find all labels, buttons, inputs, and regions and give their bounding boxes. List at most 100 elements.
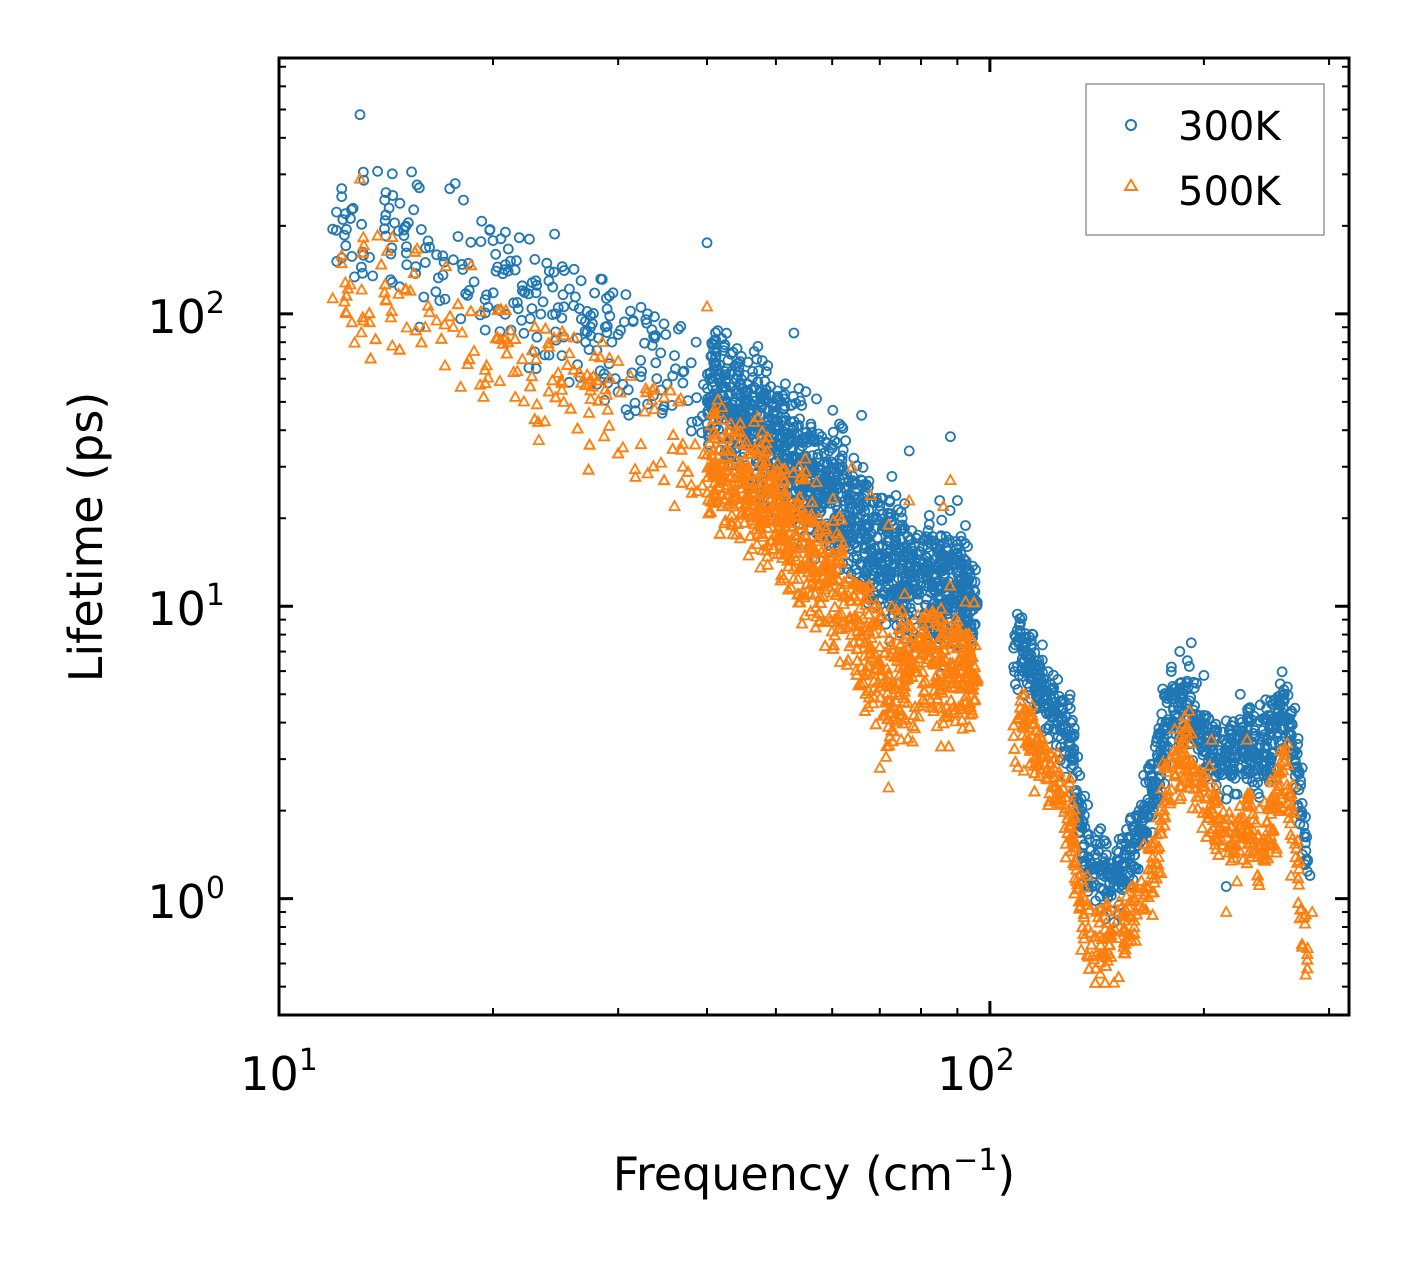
point-500k <box>1118 946 1132 959</box>
point-300k <box>1210 719 1222 730</box>
point-300k <box>892 572 904 584</box>
point-500k <box>1141 881 1155 894</box>
point-300k <box>386 276 398 288</box>
point-300k <box>941 561 953 573</box>
point-500k <box>1110 904 1124 917</box>
point-300k <box>513 232 525 244</box>
point-500k <box>1088 976 1102 988</box>
point-500k <box>891 676 905 688</box>
point-500k <box>928 676 942 689</box>
point-500k <box>890 714 904 727</box>
point-300k <box>1221 715 1232 727</box>
point-300k <box>649 332 660 344</box>
point-300k <box>898 601 909 612</box>
point-500k <box>1103 923 1117 936</box>
point-300k <box>772 440 784 452</box>
point-500k <box>1208 788 1222 800</box>
point-300k <box>479 307 491 319</box>
point-500k <box>1163 750 1177 763</box>
point-500k <box>892 628 907 641</box>
point-300k <box>1254 699 1266 711</box>
point-300k <box>921 593 932 605</box>
point-300k <box>1146 776 1158 787</box>
point-500k <box>886 712 900 725</box>
point-300k <box>1220 736 1232 748</box>
point-300k <box>889 583 900 595</box>
point-500k <box>958 650 972 663</box>
point-500k <box>654 455 668 468</box>
point-500k <box>1255 848 1270 861</box>
point-300k <box>863 556 874 568</box>
point-500k <box>822 610 836 623</box>
point-300k <box>1201 747 1212 759</box>
point-500k <box>473 377 487 390</box>
point-300k <box>843 476 854 488</box>
point-300k <box>895 506 907 518</box>
point-500k <box>335 256 349 269</box>
point-500k <box>892 622 906 635</box>
point-300k <box>885 545 896 557</box>
point-500k <box>786 466 800 478</box>
point-300k <box>1082 799 1093 811</box>
point-300k <box>741 419 753 431</box>
point-500k <box>905 734 920 747</box>
point-300k <box>1275 722 1286 734</box>
point-300k <box>1018 646 1030 658</box>
point-300k <box>1158 732 1170 744</box>
point-300k <box>606 336 618 348</box>
point-500k <box>555 324 569 337</box>
point-300k <box>635 371 647 383</box>
point-500k <box>1243 800 1257 812</box>
point-300k <box>1053 711 1065 722</box>
point-300k <box>779 388 791 400</box>
point-500k <box>893 703 907 716</box>
point-500k <box>959 689 973 701</box>
point-500k <box>339 288 353 301</box>
point-300k <box>677 366 689 378</box>
point-500k <box>545 373 559 386</box>
point-300k <box>537 296 549 308</box>
point-300k <box>1123 834 1135 845</box>
point-300k <box>1198 670 1210 681</box>
point-300k <box>836 461 848 473</box>
point-500k <box>1286 777 1300 790</box>
point-300k <box>949 553 960 564</box>
point-300k <box>646 339 658 351</box>
point-300k <box>1263 753 1275 765</box>
point-300k <box>882 573 893 585</box>
point-500k <box>647 402 662 414</box>
point-500k <box>912 698 926 711</box>
point-500k <box>1076 927 1090 939</box>
point-500k <box>954 702 968 714</box>
point-300k <box>960 520 971 531</box>
point-300k <box>439 293 451 305</box>
point-300k <box>1188 682 1200 694</box>
point-300k <box>463 284 475 296</box>
point-500k <box>850 653 864 666</box>
point-300k <box>620 289 632 301</box>
point-500k <box>434 331 448 344</box>
point-500k <box>455 325 469 338</box>
point-500k <box>354 325 368 338</box>
point-500k <box>639 381 653 394</box>
point-300k <box>834 418 845 430</box>
point-300k <box>805 418 817 430</box>
point-500k <box>878 708 892 721</box>
point-300k <box>418 291 430 303</box>
point-300k <box>805 433 817 444</box>
point-300k <box>1067 714 1078 726</box>
point-500k <box>355 245 370 258</box>
point-300k <box>1147 758 1159 770</box>
point-300k <box>951 591 963 602</box>
point-300k <box>1021 664 1033 675</box>
point-500k <box>1099 915 1113 928</box>
point-300k <box>599 321 611 333</box>
point-300k <box>1037 639 1048 651</box>
point-300k <box>707 376 719 388</box>
point-300k <box>904 534 915 546</box>
point-500k <box>866 696 880 709</box>
point-300k <box>770 421 782 433</box>
point-300k <box>462 289 474 301</box>
point-300k <box>642 308 653 320</box>
point-300k <box>1093 826 1105 837</box>
